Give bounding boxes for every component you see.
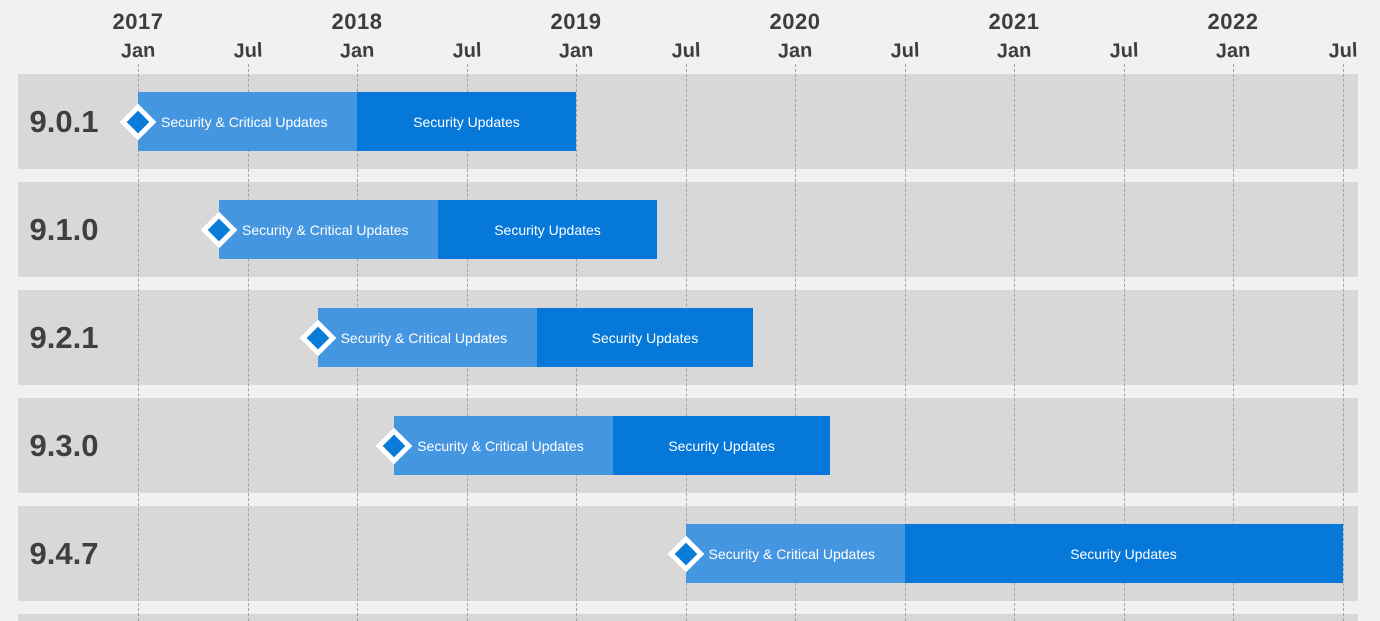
version-label: 9.3.0 (29, 427, 99, 463)
security-critical-updates-bar: Security & Critical Updates (219, 200, 439, 259)
gridline (138, 64, 139, 621)
phase1-bar-label: Security & Critical Updates (340, 329, 508, 346)
phase2-bar-label: Security Updates (668, 437, 775, 454)
year-label: 2020 (769, 9, 821, 34)
month-label: Jul (889, 39, 920, 63)
gridline (1342, 64, 1344, 621)
year-label: 2022 (1207, 9, 1259, 34)
phase2-bar-label: Security Updates (591, 329, 699, 346)
phase2-bar-label: Security Updates (494, 221, 601, 238)
month-label: Jan (996, 39, 1032, 63)
security-critical-updates-bar: Security & Critical Updates (685, 524, 905, 583)
version-label: 9.0.1 (29, 103, 99, 139)
month-label: Jan (120, 39, 156, 63)
security-updates-bar: Security Updates (536, 308, 754, 367)
phase1-bar-label: Security & Critical Updates (708, 545, 876, 562)
gridline (795, 64, 796, 621)
month-label: Jul (451, 39, 482, 63)
gridline (247, 64, 249, 621)
gridline (1233, 64, 1234, 621)
release-diamond-inner (382, 434, 406, 457)
phase2-bar-label: Security Updates (1070, 545, 1177, 562)
year-label: 2018 (331, 9, 383, 34)
version-label: 9.1.0 (29, 211, 99, 247)
security-critical-updates-bar: Security & Critical Updates (138, 92, 357, 151)
month-label: Jul (232, 39, 263, 63)
month-label: Jan (1215, 39, 1251, 63)
security-updates-bar: Security Updates (904, 524, 1343, 583)
version-label: 9.4.7 (29, 535, 99, 571)
phase1-bar-label: Security & Critical Updates (242, 221, 409, 238)
month-label: Jan (339, 39, 375, 63)
security-updates-bar: Security Updates (438, 200, 658, 259)
year-label: 2019 (550, 9, 602, 34)
release-diamond-inner (207, 218, 231, 241)
gridline (1123, 64, 1125, 621)
phase1-bar-label: Security & Critical Updates (417, 437, 584, 454)
release-diamond-inner (674, 542, 697, 565)
security-updates-bar: Security Updates (357, 92, 576, 151)
month-label: Jan (777, 39, 813, 63)
month-label: Jan (558, 39, 594, 63)
month-label: Jul (1108, 39, 1139, 63)
year-label: 2021 (988, 9, 1040, 34)
gridline (1014, 64, 1015, 621)
release-diamond-inner (126, 110, 150, 133)
month-label: Jul (670, 39, 701, 63)
gridline (904, 64, 906, 621)
row-band (18, 614, 1358, 621)
year-label: 2017 (112, 9, 164, 34)
release-diamond-inner (306, 326, 329, 349)
phase2-bar-label: Security Updates (413, 113, 520, 130)
version-label: 9.2.1 (29, 319, 99, 355)
security-critical-updates-bar: Security & Critical Updates (317, 308, 537, 367)
phase1-bar-label: Security & Critical Updates (161, 113, 328, 130)
security-critical-updates-bar: Security & Critical Updates (394, 416, 614, 475)
month-label: Jul (1327, 39, 1358, 63)
security-updates-bar: Security Updates (613, 416, 831, 475)
